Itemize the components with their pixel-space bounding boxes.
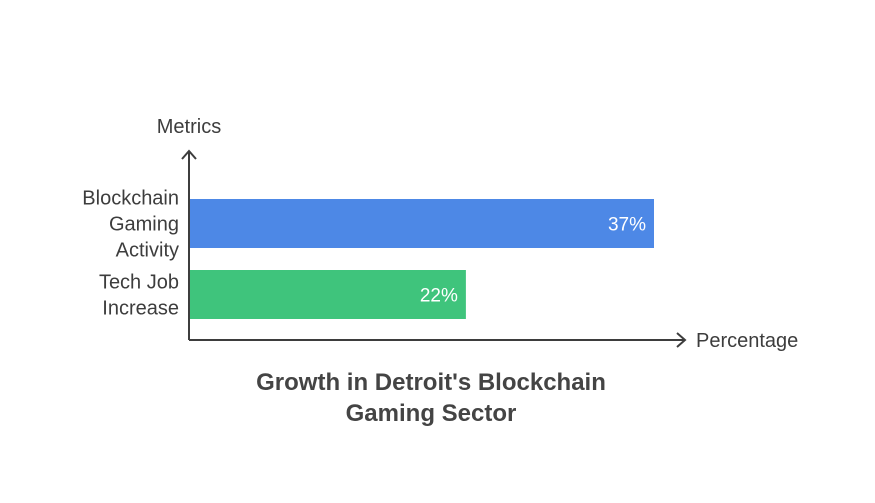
category-label-1-line-1: Blockchain xyxy=(82,188,179,210)
bar-2 xyxy=(190,270,466,319)
chart-title-line-1: Growth in Detroit's Blockchain xyxy=(256,369,606,396)
chart-title-line-2: Gaming Sector xyxy=(346,400,517,427)
value-labels: 37% 22% xyxy=(420,215,646,307)
chart-axes xyxy=(181,149,687,348)
y-axis-label: Metrics xyxy=(157,116,221,138)
bar-1 xyxy=(190,199,654,248)
category-label-2-line-1: Tech Job xyxy=(99,272,179,294)
y-axis-arrow-icon xyxy=(181,149,197,160)
bar-value-label-2: 22% xyxy=(420,286,458,307)
category-labels: Blockchain Gaming Activity Tech Job Increase xyxy=(82,188,179,320)
category-label-2-line-2: Increase xyxy=(102,298,179,320)
category-label-1-line-3: Activity xyxy=(116,240,179,262)
x-axis-arrow-icon xyxy=(676,332,687,348)
bar-value-label-1: 37% xyxy=(608,215,646,236)
x-axis-label: Percentage xyxy=(696,330,798,352)
bar-series xyxy=(190,199,654,319)
category-label-1-line-2: Gaming xyxy=(109,214,179,236)
